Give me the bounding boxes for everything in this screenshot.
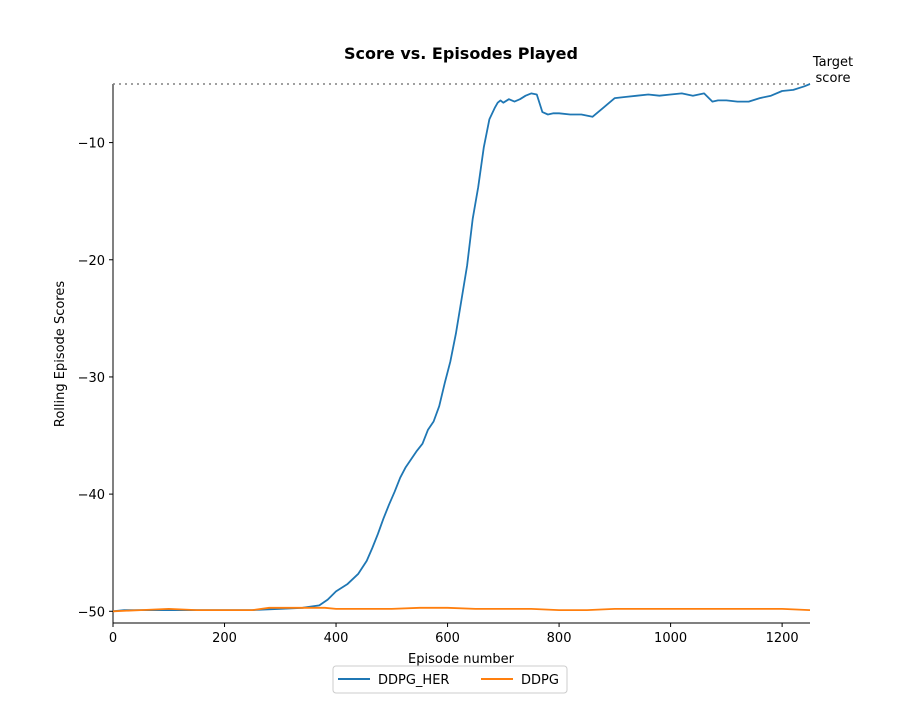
chart-title: Score vs. Episodes Played (344, 44, 578, 63)
x-tick-label: 0 (109, 631, 117, 646)
x-tick-label: 1200 (766, 631, 799, 646)
x-tick-label: 1000 (654, 631, 687, 646)
y-tick-label: −50 (78, 605, 105, 620)
x-axis-label: Episode number (408, 652, 515, 667)
legend-box (332, 665, 568, 694)
legend-label-ddpg: DDPG (521, 673, 559, 688)
x-axis-ticks: 0 200 400 600 800 1000 1200 (109, 623, 799, 646)
x-tick-label: 200 (212, 631, 237, 646)
y-tick-label: −10 (78, 137, 105, 152)
plot-area: 0 200 400 600 800 1000 1200 −50 −40 −30 −20 −10 (78, 83, 811, 646)
x-tick-label: 400 (324, 631, 349, 646)
y-axis-ticks: −50 −40 −30 −20 −10 (78, 137, 113, 620)
target-label-line2: score (816, 71, 851, 86)
legend-label-ddpg-her: DDPG_HER (378, 673, 449, 688)
y-tick-label: −30 (78, 371, 105, 386)
legend: DDPG_HER DDPG (332, 665, 568, 694)
x-tick-label: 600 (435, 631, 460, 646)
y-axis-label: Rolling Episode Scores (53, 281, 68, 427)
y-tick-label: −20 (78, 254, 105, 269)
y-tick-label: −40 (78, 488, 105, 503)
series-lines (112, 83, 811, 613)
series-line-ddpg-her (112, 83, 811, 613)
series-line-ddpg (112, 606, 811, 613)
target-label-line1: Target (812, 55, 853, 70)
x-tick-label: 800 (547, 631, 572, 646)
